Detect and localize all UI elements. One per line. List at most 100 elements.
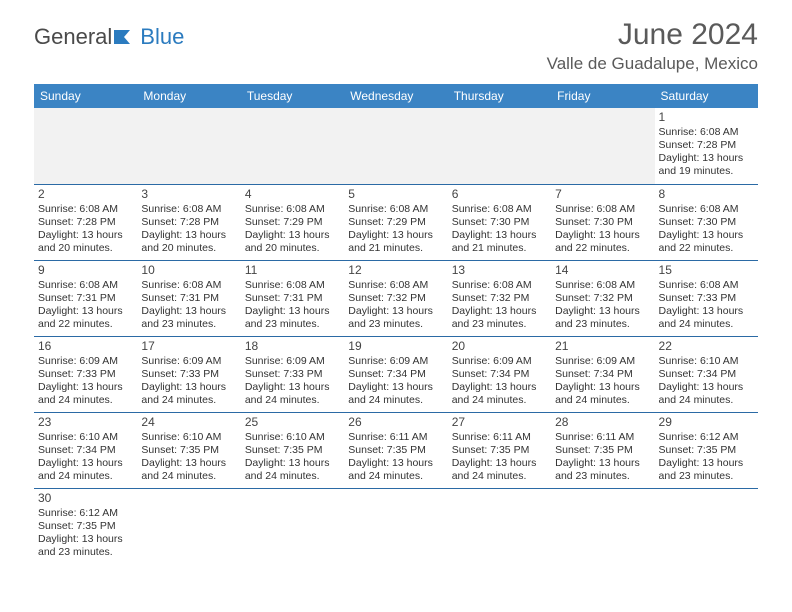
day-details: Sunrise: 6:09 AMSunset: 7:34 PMDaylight:… [452,355,547,408]
weekday-header: Sunday [34,84,137,108]
day-number: 21 [555,339,650,354]
day-details: Sunrise: 6:08 AMSunset: 7:28 PMDaylight:… [141,203,236,256]
day-number: 22 [659,339,754,354]
calendar-table: SundayMondayTuesdayWednesdayThursdayFrid… [34,84,758,564]
day-details: Sunrise: 6:09 AMSunset: 7:34 PMDaylight:… [348,355,443,408]
weekday-header: Saturday [655,84,758,108]
day-number: 25 [245,415,340,430]
day-details: Sunrise: 6:08 AMSunset: 7:30 PMDaylight:… [452,203,547,256]
day-number: 18 [245,339,340,354]
day-number: 19 [348,339,443,354]
calendar-day-cell: 22Sunrise: 6:10 AMSunset: 7:34 PMDayligh… [655,336,758,412]
calendar-day-cell: 15Sunrise: 6:08 AMSunset: 7:33 PMDayligh… [655,260,758,336]
day-details: Sunrise: 6:11 AMSunset: 7:35 PMDaylight:… [348,431,443,484]
day-number: 8 [659,187,754,202]
weekday-header: Friday [551,84,654,108]
calendar-day-cell: 8Sunrise: 6:08 AMSunset: 7:30 PMDaylight… [655,184,758,260]
day-details: Sunrise: 6:09 AMSunset: 7:33 PMDaylight:… [141,355,236,408]
calendar-day-cell: 30Sunrise: 6:12 AMSunset: 7:35 PMDayligh… [34,488,137,564]
month-title: June 2024 [547,18,758,52]
header: General Blue June 2024 Valle de Guadalup… [0,0,792,78]
calendar-day-cell: 29Sunrise: 6:12 AMSunset: 7:35 PMDayligh… [655,412,758,488]
day-number: 28 [555,415,650,430]
day-number: 26 [348,415,443,430]
logo: General Blue [34,18,184,50]
weekday-header: Wednesday [344,84,447,108]
day-number: 1 [659,110,754,125]
calendar-day-cell [655,488,758,564]
day-number: 9 [38,263,133,278]
day-details: Sunrise: 6:09 AMSunset: 7:34 PMDaylight:… [555,355,650,408]
day-number: 13 [452,263,547,278]
calendar-day-cell [137,488,240,564]
weekday-header: Thursday [448,84,551,108]
calendar-day-cell [344,488,447,564]
day-number: 6 [452,187,547,202]
day-details: Sunrise: 6:10 AMSunset: 7:35 PMDaylight:… [245,431,340,484]
calendar-day-cell: 27Sunrise: 6:11 AMSunset: 7:35 PMDayligh… [448,412,551,488]
title-block: June 2024 Valle de Guadalupe, Mexico [547,18,758,74]
calendar-day-cell [344,108,447,184]
day-details: Sunrise: 6:11 AMSunset: 7:35 PMDaylight:… [555,431,650,484]
day-number: 14 [555,263,650,278]
day-number: 3 [141,187,236,202]
calendar-day-cell: 20Sunrise: 6:09 AMSunset: 7:34 PMDayligh… [448,336,551,412]
day-details: Sunrise: 6:08 AMSunset: 7:28 PMDaylight:… [659,126,754,179]
day-details: Sunrise: 6:12 AMSunset: 7:35 PMDaylight:… [38,507,133,560]
calendar-day-cell [137,108,240,184]
calendar-day-cell [241,108,344,184]
calendar-week-row: 16 Sunrise: 6:09 AMSunset: 7:33 PMDayligh… [34,336,758,412]
day-number: 23 [38,415,133,430]
calendar-week-row: 30Sunrise: 6:12 AMSunset: 7:35 PMDayligh… [34,488,758,564]
location-text: Valle de Guadalupe, Mexico [547,54,758,74]
calendar-day-cell: 23Sunrise: 6:10 AMSunset: 7:34 PMDayligh… [34,412,137,488]
day-number: 20 [452,339,547,354]
day-number: 15 [659,263,754,278]
calendar-day-cell: 10Sunrise: 6:08 AMSunset: 7:31 PMDayligh… [137,260,240,336]
calendar-day-cell: 9Sunrise: 6:08 AMSunset: 7:31 PMDaylight… [34,260,137,336]
logo-text-general: General [34,24,112,50]
day-number: 16 [38,339,133,354]
day-number: 7 [555,187,650,202]
calendar-day-cell: 17Sunrise: 6:09 AMSunset: 7:33 PMDayligh… [137,336,240,412]
calendar-day-cell: 2Sunrise: 6:08 AMSunset: 7:28 PMDaylight… [34,184,137,260]
calendar-day-cell: 21Sunrise: 6:09 AMSunset: 7:34 PMDayligh… [551,336,654,412]
calendar-day-cell: 26Sunrise: 6:11 AMSunset: 7:35 PMDayligh… [344,412,447,488]
calendar-day-cell: 6Sunrise: 6:08 AMSunset: 7:30 PMDaylight… [448,184,551,260]
day-number: 2 [38,187,133,202]
calendar-day-cell [34,108,137,184]
day-number: 10 [141,263,236,278]
calendar-day-cell: 19Sunrise: 6:09 AMSunset: 7:34 PMDayligh… [344,336,447,412]
day-number: 29 [659,415,754,430]
calendar-week-row: 9Sunrise: 6:08 AMSunset: 7:31 PMDaylight… [34,260,758,336]
day-number: 27 [452,415,547,430]
calendar-day-cell: 12Sunrise: 6:08 AMSunset: 7:32 PMDayligh… [344,260,447,336]
day-details: Sunrise: 6:08 AMSunset: 7:30 PMDaylight:… [555,203,650,256]
calendar-week-row: 2Sunrise: 6:08 AMSunset: 7:28 PMDaylight… [34,184,758,260]
calendar-day-cell: 25Sunrise: 6:10 AMSunset: 7:35 PMDayligh… [241,412,344,488]
day-details: Sunrise: 6:08 AMSunset: 7:32 PMDaylight:… [348,279,443,332]
day-details: Sunrise: 6:08 AMSunset: 7:28 PMDaylight:… [38,203,133,256]
weekday-header: Tuesday [241,84,344,108]
day-details: Sunrise: 6:08 AMSunset: 7:31 PMDaylight:… [141,279,236,332]
calendar-day-cell [551,108,654,184]
day-details: Sunrise: 6:08 AMSunset: 7:31 PMDaylight:… [38,279,133,332]
calendar-day-cell: 4Sunrise: 6:08 AMSunset: 7:29 PMDaylight… [241,184,344,260]
calendar-day-cell: 3Sunrise: 6:08 AMSunset: 7:28 PMDaylight… [137,184,240,260]
calendar-day-cell: 14Sunrise: 6:08 AMSunset: 7:32 PMDayligh… [551,260,654,336]
day-number: 24 [141,415,236,430]
day-details: Sunrise: 6:08 AMSunset: 7:32 PMDaylight:… [555,279,650,332]
calendar-day-cell: 11Sunrise: 6:08 AMSunset: 7:31 PMDayligh… [241,260,344,336]
calendar-day-cell: 5Sunrise: 6:08 AMSunset: 7:29 PMDaylight… [344,184,447,260]
calendar-day-cell: 7Sunrise: 6:08 AMSunset: 7:30 PMDaylight… [551,184,654,260]
day-details: Sunrise: 6:11 AMSunset: 7:35 PMDaylight:… [452,431,547,484]
calendar-day-cell: 13Sunrise: 6:08 AMSunset: 7:32 PMDayligh… [448,260,551,336]
calendar-week-row: 23Sunrise: 6:10 AMSunset: 7:34 PMDayligh… [34,412,758,488]
flag-icon [114,28,138,46]
calendar-day-cell [448,108,551,184]
day-details: Sunrise: 6:08 AMSunset: 7:31 PMDaylight:… [245,279,340,332]
calendar-day-cell: 18Sunrise: 6:09 AMSunset: 7:33 PMDayligh… [241,336,344,412]
calendar-day-cell: 16Sunrise: 6:09 AMSunset: 7:33 PMDayligh… [34,336,137,412]
day-number: 5 [348,187,443,202]
calendar-day-cell [241,488,344,564]
